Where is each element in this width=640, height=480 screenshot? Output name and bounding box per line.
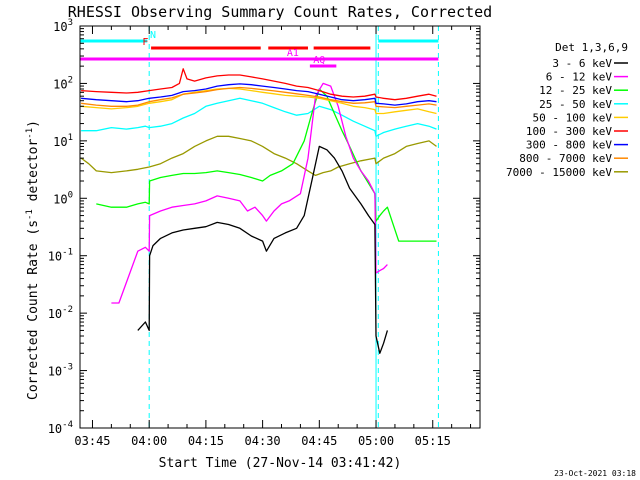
x-tick-label: 04:45	[301, 434, 337, 448]
series-line-7	[81, 86, 437, 109]
y-tick-label: 102	[53, 75, 73, 91]
chart-title: RHESSI Observing Summary Count Rates, Co…	[68, 3, 492, 21]
series-line-0	[137, 145, 389, 354]
legend-label: 12 - 25 keV	[539, 84, 612, 97]
series-line-8	[80, 135, 437, 177]
series-line-2	[96, 88, 437, 242]
y-tick-label: 10-2	[48, 305, 73, 321]
y-tick-label: 101	[53, 133, 73, 149]
legend-label: 100 - 300 keV	[526, 125, 612, 138]
x-tick-label: 04:30	[245, 434, 281, 448]
x-tick-label: 03:45	[74, 434, 110, 448]
flag-label-a1: A1	[287, 48, 299, 59]
legend-label: 7000 - 15000 keV	[506, 166, 612, 179]
series-line-5	[81, 68, 437, 101]
series-line-6	[81, 83, 437, 106]
y-axis-label: Corrected Count Rate (s-1 detector-1)	[25, 120, 41, 400]
legend-title: Det 1,3,6,9	[555, 41, 628, 54]
y-tick-label: 10-3	[48, 363, 73, 379]
x-axis-label: Start Time (27-Nov-14 03:41:42)	[159, 456, 402, 471]
series-line-3	[81, 97, 437, 137]
footer-date: 23-Oct-2021 03:18	[554, 469, 636, 478]
x-tick-label: 05:00	[358, 434, 394, 448]
legend-label: 25 - 50 keV	[539, 98, 612, 111]
flag-label-n: N	[150, 30, 156, 41]
flag-label-f: F	[142, 37, 148, 48]
y-tick-label: 103	[53, 18, 73, 34]
series-line-1	[111, 82, 388, 304]
legend-label: 300 - 800 keV	[526, 139, 612, 152]
x-tick-label: 05:15	[415, 434, 451, 448]
legend-label: 800 - 7000 keV	[519, 152, 612, 165]
legend-label: 3 - 6 keV	[552, 57, 612, 70]
y-tick-label: 10-1	[48, 248, 73, 264]
plot-frame	[79, 25, 481, 429]
x-tick-label: 04:00	[131, 434, 167, 448]
series-line-4	[81, 87, 437, 115]
legend-label: 50 - 100 keV	[533, 111, 613, 124]
legend-label: 6 - 12 keV	[546, 71, 613, 84]
y-tick-label: 100	[53, 190, 73, 206]
x-tick-label: 04:15	[188, 434, 224, 448]
y-tick-label: 10-4	[48, 420, 73, 436]
